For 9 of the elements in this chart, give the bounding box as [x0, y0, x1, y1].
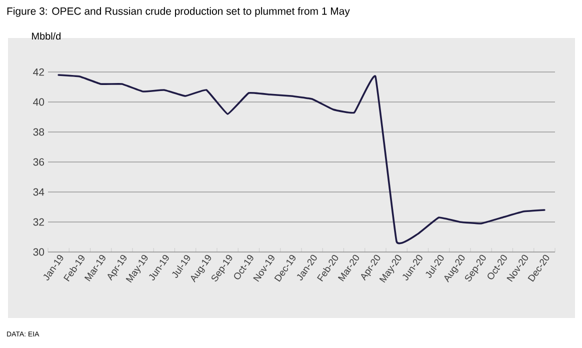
y-tick-label: 40 — [33, 98, 44, 106]
y-tick-label: 34 — [33, 188, 44, 196]
chart-title: Figure 3: OPEC and Russian crude production set to plummet from 1 May — [7, 7, 350, 17]
y-tick-label: 38 — [33, 128, 44, 136]
y-tick-label: 42 — [33, 68, 44, 76]
y-tick-label: 30 — [33, 248, 44, 256]
y-tick-label: 36 — [33, 158, 44, 166]
y-tick-label: 32 — [33, 218, 44, 226]
y-axis-title: Mbbl/d — [32, 32, 61, 40]
